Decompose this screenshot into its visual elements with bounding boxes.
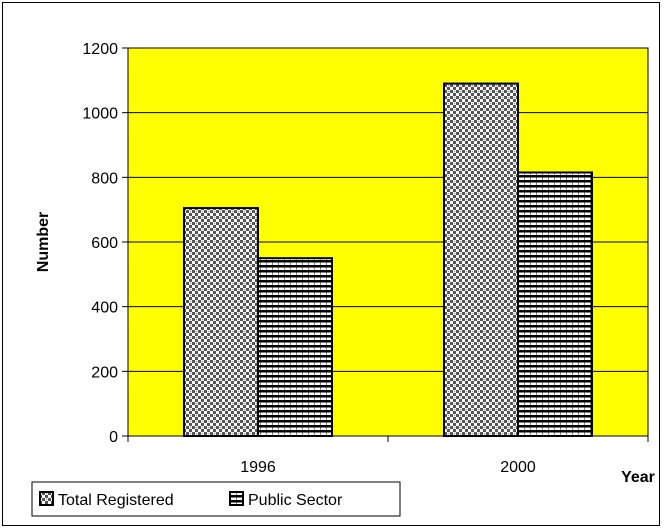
x-axis-title: Year [621,469,655,486]
x-axis: 1996 2000 [127,435,649,476]
x-tick-label: 1996 [240,459,276,476]
y-tick-label: 1200 [82,41,118,58]
bar-public-sector-2000 [517,171,593,437]
legend-swatch [39,491,54,506]
y-tick-label: 800 [91,170,118,187]
bar-public-sector-1996 [257,257,333,437]
legend-item: Total Registered [39,491,174,509]
legend-label: Public Sector [248,492,343,509]
y-tick-label: 400 [91,300,118,317]
y-tick-label: 600 [91,235,118,252]
x-tick-label: 2000 [500,459,536,476]
y-tick-label: 1000 [82,106,118,123]
y-tick-label: 200 [91,364,118,381]
legend-item: Public Sector [229,491,343,509]
legend: Total Registered Public Sector [31,481,401,517]
y-axis-title: Number [35,212,52,272]
legend-swatch [229,491,244,506]
legend-box [31,481,401,517]
y-axis: 0 200 400 600 800 1000 1200 [82,41,128,446]
bar-total-registered-2000 [443,82,519,437]
bar-total-registered-1996 [183,207,259,437]
legend-label: Total Registered [58,492,174,509]
y-tick-label: 0 [109,429,118,446]
